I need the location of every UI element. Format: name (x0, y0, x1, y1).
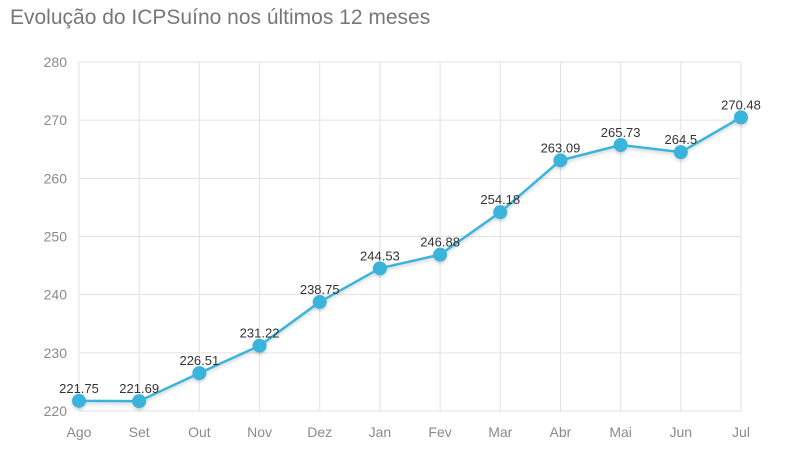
chart-title: Evolução do ICPSuíno nos últimos 12 mese… (10, 6, 431, 29)
x-tick-label: Jun (670, 424, 693, 440)
grid-lines (78, 61, 742, 412)
data-value-label: 246.88 (420, 235, 460, 250)
x-tick-label: Mar (488, 424, 512, 440)
data-point[interactable] (613, 138, 628, 153)
data-labels: 221.75 221.69 226.51 231.22 238.75 244.53 246.… (59, 97, 761, 396)
data-value-label: 221.69 (119, 381, 159, 396)
data-point[interactable] (673, 145, 688, 160)
data-point[interactable] (252, 338, 267, 353)
data-value-label: 254.18 (480, 192, 520, 207)
y-axis-labels: 220 230 240 250 260 270 280 (44, 54, 68, 419)
data-value-label: 221.75 (59, 381, 99, 396)
data-value-label: 270.48 (721, 97, 761, 112)
x-axis-labels: Ago Set Out Nov Dez Jan Fev Mar Abr Mai Jun Jul (67, 424, 750, 440)
data-point[interactable] (553, 153, 568, 168)
data-value-label: 226.51 (179, 353, 219, 368)
y-tick-label: 250 (44, 229, 68, 245)
data-value-label: 265.73 (601, 125, 641, 140)
y-tick-label: 240 (44, 287, 68, 303)
data-point[interactable] (72, 393, 86, 408)
data-point[interactable] (312, 294, 327, 309)
data-point[interactable] (192, 366, 207, 381)
data-series (72, 110, 748, 409)
data-point[interactable] (734, 110, 748, 125)
data-point[interactable] (132, 394, 147, 409)
x-tick-label: Nov (247, 424, 272, 440)
data-point[interactable] (433, 247, 448, 262)
x-tick-label: Mai (609, 424, 632, 440)
x-tick-label: Fev (428, 424, 451, 440)
series-line (78, 116, 742, 403)
x-tick-label: Set (129, 424, 150, 440)
y-tick-label: 220 (44, 403, 68, 419)
data-value-label: 264.5 (665, 132, 698, 147)
y-tick-label: 280 (44, 54, 68, 70)
data-point[interactable] (493, 205, 508, 220)
data-value-label: 244.53 (360, 248, 400, 263)
y-tick-label: 260 (44, 170, 68, 186)
y-tick-label: 270 (44, 112, 68, 128)
y-tick-label: 230 (44, 345, 68, 361)
series-line-group (72, 110, 748, 409)
x-tick-label: Ago (67, 424, 92, 440)
x-tick-label: Out (188, 424, 211, 440)
data-value-label: 231.22 (240, 326, 280, 341)
x-tick-label: Jan (369, 424, 392, 440)
data-value-label: 238.75 (300, 282, 340, 297)
x-tick-label: Abr (550, 424, 572, 440)
x-tick-label: Dez (307, 424, 332, 440)
x-tick-label: Jul (732, 424, 750, 440)
data-point[interactable] (372, 261, 387, 276)
data-value-label: 263.09 (541, 140, 581, 155)
